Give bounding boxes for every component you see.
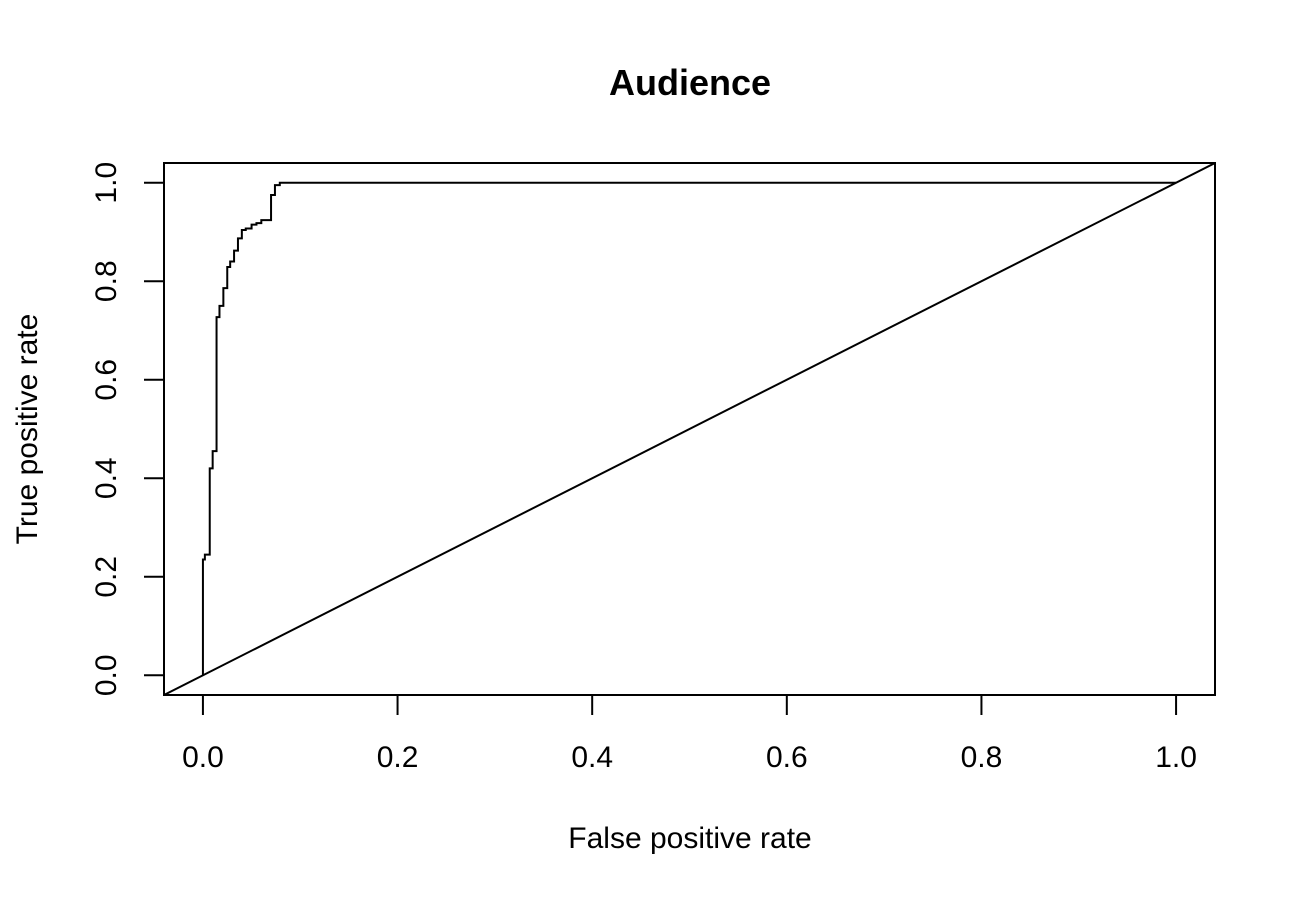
roc-curve-line: [201, 181, 1177, 676]
x-tick-label: 0.6: [766, 741, 808, 774]
y-tick-label: 1.0: [90, 162, 123, 204]
x-axis: 0.0 0.2 0.4 0.6 0.8 1.0: [182, 694, 1197, 774]
plot-area: [164, 163, 1215, 695]
x-tick-label: 0.4: [571, 741, 613, 774]
y-axis: 0.0 0.2 0.4 0.6 0.8 1.0: [90, 162, 165, 696]
y-tick-label: 0.6: [90, 359, 123, 401]
x-axis-label: False positive rate: [568, 822, 811, 855]
y-tick-label: 0.8: [90, 260, 123, 302]
x-tick-label: 1.0: [1155, 741, 1197, 774]
y-tick-label: 0.0: [90, 654, 123, 696]
y-axis-label: True positive rate: [11, 314, 44, 545]
y-tick-label: 0.2: [90, 556, 123, 598]
x-tick-label: 0.2: [377, 741, 419, 774]
x-tick-label: 0.8: [961, 741, 1003, 774]
chart-title: Audience: [609, 62, 771, 103]
reference-diagonal-line: [164, 163, 1215, 695]
y-tick-label: 0.4: [90, 457, 123, 499]
x-tick-label: 0.0: [182, 741, 224, 774]
